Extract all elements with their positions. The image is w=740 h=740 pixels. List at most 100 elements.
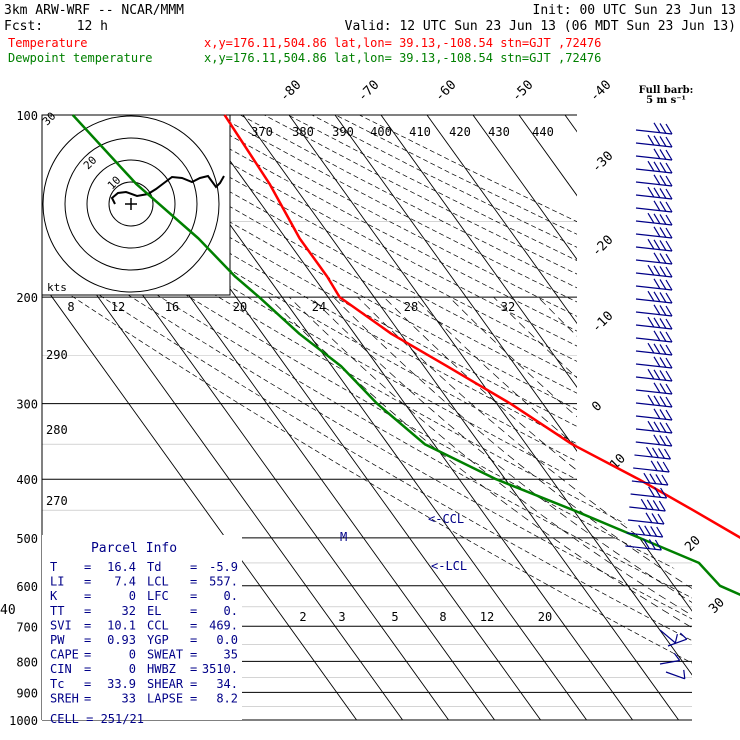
- wind-barb-feather: [659, 123, 667, 134]
- parcel-value: 0.93: [107, 633, 136, 647]
- wind-barb-feather: [659, 435, 667, 446]
- wind-barb: [633, 460, 670, 473]
- wind-barb-feather: [650, 460, 658, 472]
- wind-barb-feather: [665, 266, 673, 278]
- dry-adiabat: [42, 115, 692, 720]
- wind-barb-feather: [650, 526, 658, 537]
- wind-barb: [635, 226, 673, 239]
- wind-barb-feather: [647, 368, 655, 380]
- dry-adiabat: [97, 115, 692, 720]
- wind-barb: [635, 420, 673, 434]
- wind-barb: [635, 434, 673, 447]
- wind-barb-feather: [653, 291, 661, 303]
- pressure-tick-label: 100: [16, 109, 38, 123]
- isotherm: [42, 115, 403, 720]
- wind-barb-feather: [659, 175, 667, 186]
- parcel-value: 0: [129, 589, 136, 603]
- wind-barb: [635, 330, 673, 343]
- wind-barb-feather: [653, 408, 661, 420]
- wind-barb: [659, 629, 678, 644]
- parcel-label: SVI: [50, 618, 72, 632]
- wind-barb-feather: [654, 539, 662, 551]
- wind-barb-feather: [659, 201, 667, 212]
- wind-barb-feather: [659, 344, 667, 355]
- wind-barb-feather: [679, 632, 688, 640]
- legend-dewpoint-name: Dewpoint temperature: [8, 51, 153, 65]
- wind-barb-feather: [674, 634, 678, 643]
- pressure-tick-label: 200: [16, 291, 38, 305]
- full-barb-label: Full barb:: [639, 85, 694, 96]
- wind-barb-feather: [653, 161, 661, 173]
- wind-barb: [630, 486, 668, 499]
- wind-barb-feather: [651, 447, 660, 459]
- parcel-label: PW: [50, 633, 65, 647]
- wind-barb-feather: [660, 487, 668, 499]
- wind-barb-feather: [665, 162, 673, 174]
- dry-adiabat: [42, 115, 692, 720]
- wind-barb: [634, 446, 672, 460]
- parcel-value: 8.2: [216, 691, 238, 705]
- wind-barb-feather: [644, 525, 652, 537]
- theta-e-label: 440: [532, 125, 554, 139]
- temperature-profile: [223, 114, 740, 539]
- wind-barb: [631, 472, 669, 486]
- wind-barb-feather: [653, 369, 661, 381]
- wind-barb-feather: [673, 652, 681, 661]
- wind-barb: [626, 524, 664, 538]
- wind-barb: [629, 498, 666, 512]
- wind-barb-feather: [642, 538, 650, 550]
- wind-barb-feather: [657, 448, 666, 459]
- wind-barb-feather: [659, 292, 667, 303]
- wind-barb-feather: [662, 461, 670, 473]
- wind-barb-feather: [653, 200, 661, 212]
- wind-barb-feather: [661, 474, 669, 486]
- wind-barb-feather: [659, 357, 667, 368]
- parcel-value: 0: [129, 662, 136, 676]
- parcel-info-background: [42, 535, 242, 720]
- wind-barb-feather: [649, 473, 657, 485]
- parcel-label: SHEAR: [147, 677, 184, 691]
- wind-barb-feather: [653, 213, 661, 225]
- wind-barb-shaft: [665, 671, 685, 680]
- legend-dewpoint-info: x,y=176.11,504.86 lat,lon= 39.13,-108.54…: [204, 51, 601, 65]
- wind-barb-feather: [653, 174, 661, 186]
- theta-side-label: 290: [46, 348, 68, 362]
- wind-barb-feather: [647, 316, 655, 328]
- mixing-ratio-label: 24: [312, 300, 326, 314]
- mixing-ratio-label: 12: [111, 300, 125, 314]
- wind-barb-feather: [659, 162, 667, 173]
- parcel-value: -5.9: [209, 560, 238, 574]
- parcel-label: CIN: [50, 662, 72, 676]
- parcel-equals: =: [190, 589, 197, 603]
- wind-barb: [635, 290, 673, 304]
- parcel-value: 10.1: [107, 618, 136, 632]
- dry-adiabat: [42, 115, 692, 720]
- wind-barb: [635, 252, 673, 265]
- wind-barb-feather: [665, 422, 673, 434]
- full-barb-unit: 5 m s⁻¹: [646, 95, 686, 106]
- wind-barb: [635, 408, 673, 421]
- parcel-equals: =: [84, 618, 91, 632]
- parcel-label: HWBZ: [147, 662, 176, 676]
- dry-adiabat: [42, 115, 692, 720]
- wind-barb-feather: [665, 201, 673, 213]
- wind-barb-feather: [665, 396, 673, 408]
- wind-barb-feather: [643, 472, 651, 484]
- mixing-ratio-label: 28: [404, 300, 418, 314]
- wind-barb-feather: [659, 396, 667, 407]
- wind-barb-feather: [659, 305, 667, 316]
- dry-adiabat: [73, 115, 692, 720]
- wind-barb-feather: [647, 264, 655, 276]
- parcel-label: T: [50, 560, 57, 574]
- wind-barb-feather: [659, 253, 667, 264]
- wind-barb: [665, 669, 686, 680]
- wind-barb: [667, 632, 688, 647]
- parcel-label: Td: [147, 560, 161, 574]
- parcel-equals: =: [190, 691, 197, 705]
- parcel-label: SWEAT: [147, 648, 183, 662]
- parcel-label: SREH: [50, 691, 79, 705]
- wind-barb-feather: [653, 122, 661, 134]
- wind-barb: [635, 368, 673, 382]
- parcel-equals: =: [84, 604, 91, 618]
- wind-barb-feather: [659, 409, 667, 420]
